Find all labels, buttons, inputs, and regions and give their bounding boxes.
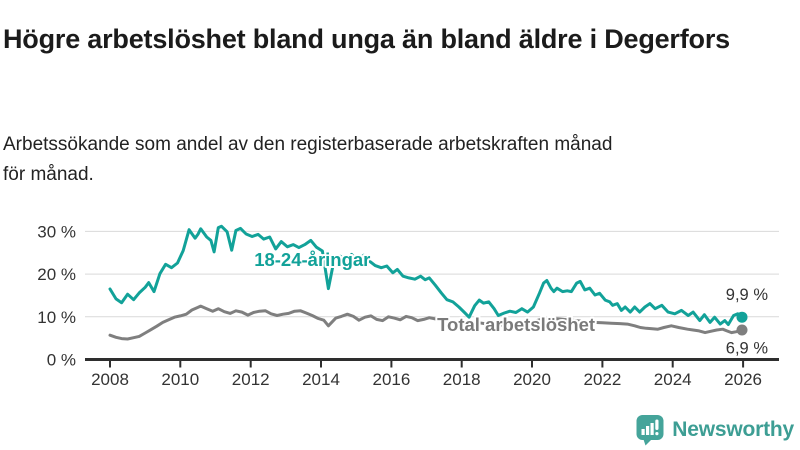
x-axis-tick-label: 2014: [302, 370, 340, 389]
y-axis-tick-label: 30 %: [37, 222, 76, 241]
series-end-dot: [736, 311, 748, 323]
x-axis-tick-label: 2018: [443, 370, 481, 389]
x-axis-tick-label: 2024: [654, 370, 692, 389]
y-axis-tick-label: 20 %: [37, 265, 76, 284]
newsworthy-logo[interactable]: Newsworthy: [636, 414, 794, 446]
series-line-total-arbetsl-shet: [108, 304, 744, 341]
unemployment-line-chart: 0 % 10 % 20 % 30 % 2008 2010 2012 2014 2016 2018 2…: [37, 222, 779, 389]
chart-title: Högre arbetslöshet bland unga än bland ä…: [3, 24, 730, 55]
series-end-value-label: 9,9 %: [726, 286, 769, 304]
newsworthy-logo-text: Newsworthy: [672, 418, 794, 441]
x-axis-tick-label: 2008: [91, 370, 129, 389]
x-axis-tick-label: 2020: [513, 370, 551, 389]
y-axis-tick-label: 10 %: [37, 308, 76, 327]
series-end-dot: [736, 324, 748, 336]
x-axis-tick-label: 2010: [161, 370, 199, 389]
bar-chart-speech-bubble-icon: [636, 415, 664, 446]
x-axis-tick-label: 2016: [372, 370, 410, 389]
x-axis-tick-label: 2022: [583, 370, 621, 389]
chart-subtitle: Arbetssökande som andel av den registerb…: [3, 134, 613, 186]
series-line-18-24-ringar: [108, 224, 744, 326]
y-axis-tick-label: 0 %: [47, 351, 76, 370]
series-label: Total arbetslöshet: [437, 314, 595, 335]
x-axis-tick-label: 2012: [232, 370, 270, 389]
line-chart-area: 0 % 10 % 20 % 30 % 2008 2010 2012 2014 2016 2018 2…: [0, 192, 800, 404]
series-label: 18-24-åringar: [254, 249, 370, 270]
x-axis-tick-label: 2026: [724, 370, 762, 389]
series-end-value-label: 6,9 %: [726, 340, 769, 358]
